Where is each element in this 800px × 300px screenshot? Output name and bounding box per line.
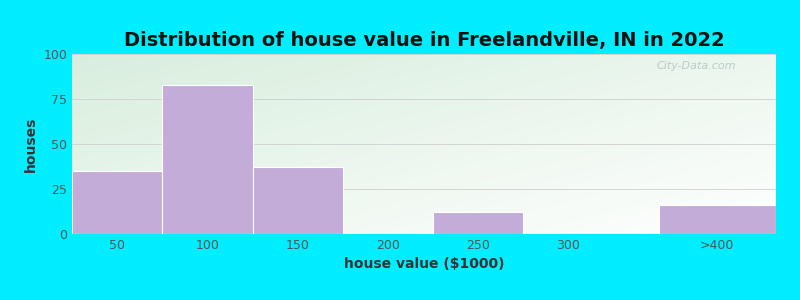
Bar — [162, 85, 253, 234]
Bar — [72, 171, 162, 234]
Bar — [253, 167, 342, 234]
X-axis label: house value ($1000): house value ($1000) — [344, 257, 504, 272]
Y-axis label: houses: houses — [24, 116, 38, 172]
Text: City-Data.com: City-Data.com — [656, 61, 736, 71]
Title: Distribution of house value in Freelandville, IN in 2022: Distribution of house value in Freelandv… — [124, 31, 724, 50]
Bar — [658, 205, 776, 234]
Bar — [433, 212, 523, 234]
